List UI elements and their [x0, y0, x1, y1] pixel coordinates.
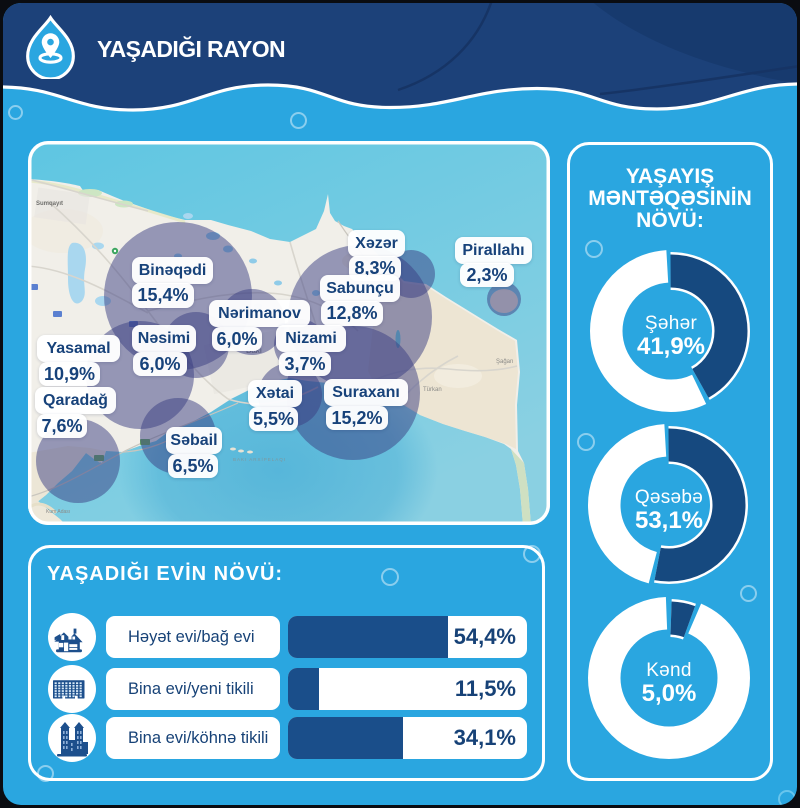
svg-text:BAKI ARXİPELAQI: BAKI ARXİPELAQI — [233, 456, 286, 462]
svg-text:Şağan: Şağan — [496, 359, 513, 365]
svg-text:Türkan: Türkan — [423, 387, 442, 393]
svg-text:Sumqayıt: Sumqayıt — [36, 201, 63, 207]
svg-text:Kum Adası: Kum Adası — [46, 509, 70, 515]
